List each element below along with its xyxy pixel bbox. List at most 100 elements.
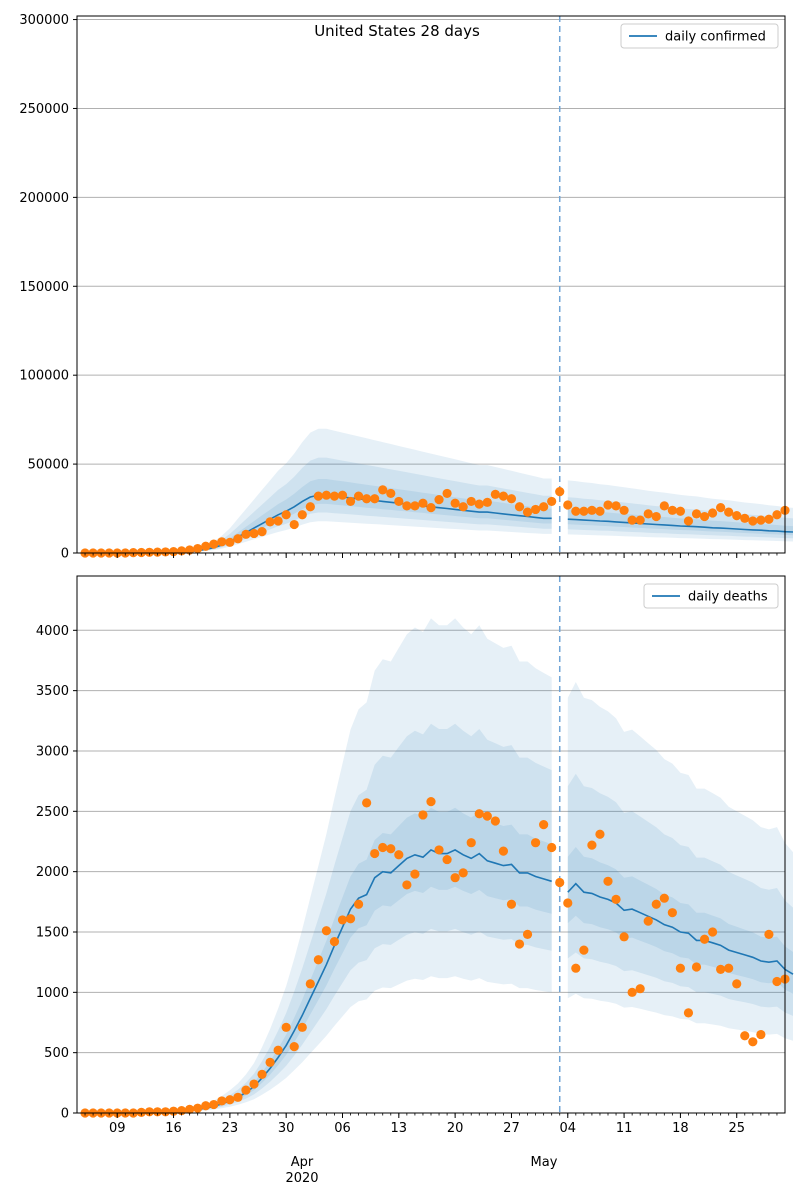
observed-point — [675, 963, 686, 973]
observed-point — [313, 491, 323, 501]
observed-point — [555, 877, 565, 888]
x-tick-label: 13 — [391, 1121, 408, 1136]
observed-point — [635, 984, 645, 994]
observed-point — [353, 491, 364, 501]
observed-point — [651, 899, 661, 909]
y-tick-label: 2000 — [36, 865, 69, 880]
observed-point — [740, 513, 750, 523]
observed-point — [201, 541, 211, 551]
observed-point — [683, 1008, 694, 1018]
observed-point — [699, 511, 710, 522]
observed-point — [305, 502, 315, 512]
observed-point — [225, 1095, 235, 1105]
observed-point — [144, 547, 155, 557]
observed-point — [587, 840, 597, 850]
observed-point — [659, 501, 669, 511]
observed-point — [498, 846, 509, 856]
uncertainty-band-history-2 — [125, 807, 552, 1113]
observed-point — [168, 546, 179, 557]
observed-point — [329, 937, 340, 947]
observed-point — [530, 504, 541, 515]
observed-point — [772, 976, 782, 987]
observed-point — [748, 1037, 758, 1047]
observed-point — [539, 819, 549, 830]
x-tick-label: 30 — [278, 1121, 295, 1136]
observed-point — [563, 500, 573, 510]
observed-point — [772, 510, 782, 520]
observed-point — [724, 507, 734, 517]
observed-point — [563, 898, 573, 908]
observed-point — [740, 1031, 750, 1041]
observed-point — [764, 929, 774, 940]
y-tick-label: 250000 — [19, 102, 69, 117]
observed-point — [619, 932, 629, 942]
observed-point — [474, 809, 484, 819]
observed-point — [716, 503, 726, 513]
x-tick-label: 06 — [334, 1121, 351, 1136]
observed-point — [756, 515, 766, 525]
observed-point — [410, 869, 420, 879]
observed-point — [571, 963, 581, 973]
x-tick-label: 04 — [559, 1121, 576, 1136]
observed-point — [345, 496, 356, 507]
observed-point — [675, 506, 686, 516]
observed-point — [386, 844, 396, 854]
y-tick-label: 2500 — [36, 805, 69, 820]
observed-point — [732, 511, 742, 521]
observed-point — [426, 503, 436, 513]
observed-point — [603, 500, 613, 510]
figure-title: United States 28 days — [314, 22, 480, 40]
observed-point — [474, 499, 484, 509]
y-tick-label: 50000 — [28, 458, 69, 473]
observed-point — [329, 491, 340, 501]
uncertainty-band-forecast-1 — [567, 773, 793, 1016]
observed-point — [233, 1092, 243, 1102]
observed-point — [691, 509, 702, 519]
x-tick-label: 25 — [728, 1121, 745, 1136]
observed-point — [289, 1042, 299, 1052]
observed-point — [370, 848, 380, 859]
y-tick-label: 0 — [61, 1107, 69, 1122]
observed-point — [756, 1029, 766, 1040]
observed-point — [249, 1079, 259, 1089]
observed-point — [281, 1022, 291, 1032]
month-label-apr: Apr — [291, 1155, 314, 1170]
observed-point — [571, 506, 581, 516]
x-tick-label: 16 — [165, 1121, 182, 1136]
observed-point — [209, 539, 219, 549]
observed-point — [530, 838, 541, 848]
observed-point — [321, 490, 332, 500]
uncertainty-band-forecast-2 — [567, 847, 793, 994]
observed-point — [289, 519, 299, 530]
observed-point — [144, 1107, 155, 1117]
observed-point — [490, 816, 500, 826]
observed-point — [611, 501, 621, 511]
y-tick-label: 150000 — [19, 280, 69, 295]
deaths-chart: 0 500 1000 1500 2000 2500 3000 3500 4000 09 16 23 30… — [36, 575, 794, 1136]
observed-point — [482, 811, 492, 821]
observed-point — [458, 868, 468, 878]
observed-point — [764, 514, 774, 524]
y-tick-label: 0 — [61, 547, 69, 562]
x-tick-label: 11 — [616, 1121, 633, 1136]
legend-box — [643, 583, 779, 609]
observed-point — [514, 502, 525, 512]
observed-point — [136, 547, 146, 558]
observed-point — [337, 490, 348, 500]
y-tick-label: 3500 — [36, 684, 69, 699]
observed-point — [434, 845, 444, 855]
observed-point — [321, 926, 332, 936]
observed-point — [201, 1101, 211, 1111]
observed-point — [152, 1107, 163, 1117]
legend-label: daily confirmed — [665, 30, 766, 45]
observed-point — [434, 495, 444, 505]
x-tick-label: 18 — [672, 1121, 689, 1136]
observed-point — [506, 899, 517, 909]
observed-point — [547, 496, 557, 507]
observed-point — [402, 880, 412, 890]
observed-point — [555, 487, 565, 497]
observed-point — [313, 955, 323, 965]
observed-point — [185, 545, 195, 555]
observed-point — [265, 517, 275, 527]
